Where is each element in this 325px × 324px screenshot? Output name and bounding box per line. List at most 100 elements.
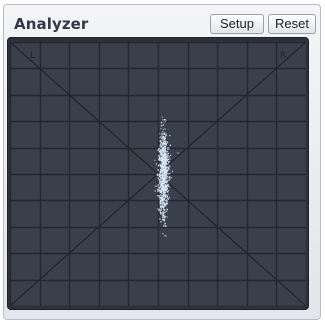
signal-point xyxy=(161,134,163,136)
signal-point xyxy=(165,169,167,171)
signal-point xyxy=(166,209,168,211)
signal-point xyxy=(161,195,163,197)
signal-point xyxy=(164,172,166,174)
signal-point xyxy=(158,195,160,197)
signal-point xyxy=(163,177,165,179)
signal-point xyxy=(161,130,164,133)
signal-point-cloud xyxy=(154,116,179,237)
signal-point xyxy=(158,159,160,161)
signal-point xyxy=(163,220,166,222)
signal-point xyxy=(161,184,163,186)
signal-point xyxy=(166,199,168,201)
signal-point xyxy=(160,143,162,145)
signal-point xyxy=(161,156,164,158)
signal-point xyxy=(163,193,165,196)
signal-point xyxy=(167,198,169,200)
signal-point xyxy=(163,180,166,182)
signal-point xyxy=(164,218,166,220)
signal-point xyxy=(165,203,168,205)
signal-point xyxy=(167,155,169,157)
signal-point xyxy=(165,145,167,147)
signal-point xyxy=(158,196,161,198)
signal-point xyxy=(168,169,170,171)
signal-point xyxy=(164,208,166,211)
signal-point xyxy=(160,127,162,130)
signal-point xyxy=(160,124,163,126)
signal-point xyxy=(160,151,162,153)
signal-point xyxy=(167,183,170,185)
signal-point xyxy=(166,195,168,197)
signal-point xyxy=(162,149,165,152)
signal-point xyxy=(163,146,165,148)
signal-point xyxy=(159,175,162,177)
signal-point xyxy=(161,136,164,138)
signal-point xyxy=(164,184,166,186)
signal-point xyxy=(163,156,165,158)
signal-point xyxy=(166,177,168,180)
signal-point xyxy=(166,186,168,188)
signal-point xyxy=(159,177,162,179)
signal-point xyxy=(161,171,163,173)
signal-point xyxy=(161,203,163,206)
signal-point xyxy=(161,161,163,163)
signal-point xyxy=(167,166,169,168)
signal-point xyxy=(160,135,162,138)
signal-point xyxy=(157,154,160,157)
signal-point xyxy=(160,146,162,148)
signal-point xyxy=(160,187,163,189)
signal-point xyxy=(167,198,170,200)
signal-point xyxy=(166,175,168,177)
signal-point xyxy=(167,166,169,168)
signal-point xyxy=(160,213,162,215)
signal-point xyxy=(166,195,168,197)
signal-point xyxy=(159,187,161,189)
signal-point xyxy=(164,186,167,188)
signal-point xyxy=(165,158,167,160)
signal-point xyxy=(165,225,167,227)
signal-point xyxy=(163,132,165,134)
signal-point xyxy=(168,160,170,163)
signal-point xyxy=(164,132,166,134)
signal-point xyxy=(165,204,167,206)
signal-point xyxy=(167,163,170,165)
signal-point xyxy=(160,192,163,194)
reset-button[interactable]: Reset xyxy=(268,14,316,34)
setup-button[interactable]: Setup xyxy=(210,14,264,34)
signal-point xyxy=(164,161,166,163)
signal-point xyxy=(158,186,160,188)
signal-point xyxy=(158,179,160,181)
signal-point xyxy=(165,191,167,193)
signal-point xyxy=(162,158,164,160)
signal-point xyxy=(164,165,166,167)
signal-point xyxy=(161,137,163,139)
signal-point xyxy=(166,200,169,202)
signal-point xyxy=(160,159,162,162)
signal-point xyxy=(166,173,168,175)
signal-point xyxy=(163,148,165,151)
signal-point xyxy=(163,144,165,147)
signal-point xyxy=(162,137,164,139)
signal-point xyxy=(160,212,162,214)
signal-point xyxy=(167,193,169,196)
signal-point xyxy=(164,197,166,199)
signal-point xyxy=(160,208,162,210)
signal-point xyxy=(157,188,160,191)
signal-point xyxy=(164,180,166,182)
signal-point xyxy=(162,182,165,185)
signal-point xyxy=(156,208,159,210)
signal-point xyxy=(161,122,163,124)
signal-point xyxy=(167,190,170,192)
signal-point xyxy=(164,133,166,135)
signal-point xyxy=(162,191,165,193)
signal-point xyxy=(158,188,161,190)
signal-point xyxy=(161,185,164,187)
signal-point xyxy=(164,174,166,176)
signal-point xyxy=(164,189,166,191)
signal-point xyxy=(162,194,165,196)
signal-point xyxy=(162,186,164,188)
signal-point xyxy=(157,169,159,172)
signal-point xyxy=(164,171,166,173)
signal-point xyxy=(161,116,163,118)
signal-point xyxy=(161,183,163,185)
signal-point xyxy=(160,160,162,163)
